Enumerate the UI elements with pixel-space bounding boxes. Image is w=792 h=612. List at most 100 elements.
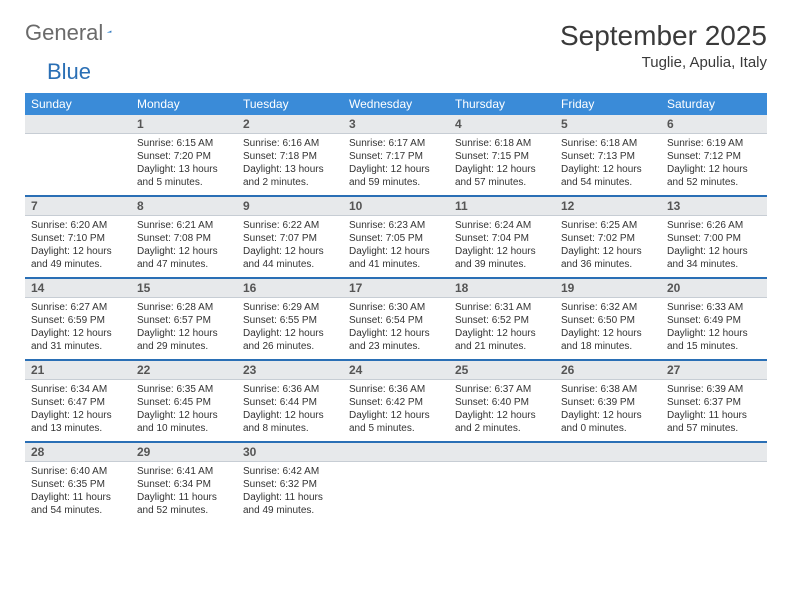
sunset-text: Sunset: 7:05 PM — [349, 232, 443, 245]
daylight-text: Daylight: 11 hours and 49 minutes. — [243, 491, 337, 517]
sunrise-text: Sunrise: 6:42 AM — [243, 465, 337, 478]
day-details: Sunrise: 6:15 AMSunset: 7:20 PMDaylight:… — [131, 134, 237, 195]
day-cell: 17Sunrise: 6:30 AMSunset: 6:54 PMDayligh… — [343, 278, 449, 360]
day-details: Sunrise: 6:39 AMSunset: 6:37 PMDaylight:… — [661, 380, 767, 441]
logo: General — [25, 20, 133, 46]
day-details: Sunrise: 6:18 AMSunset: 7:15 PMDaylight:… — [449, 134, 555, 195]
week-row: 14Sunrise: 6:27 AMSunset: 6:59 PMDayligh… — [25, 278, 767, 360]
day-details: Sunrise: 6:29 AMSunset: 6:55 PMDaylight:… — [237, 298, 343, 359]
day-cell: 26Sunrise: 6:38 AMSunset: 6:39 PMDayligh… — [555, 360, 661, 442]
day-details: Sunrise: 6:23 AMSunset: 7:05 PMDaylight:… — [343, 216, 449, 277]
day-details: Sunrise: 6:21 AMSunset: 7:08 PMDaylight:… — [131, 216, 237, 277]
sunset-text: Sunset: 6:57 PM — [137, 314, 231, 327]
day-cell: 4Sunrise: 6:18 AMSunset: 7:15 PMDaylight… — [449, 115, 555, 196]
day-details: Sunrise: 6:22 AMSunset: 7:07 PMDaylight:… — [237, 216, 343, 277]
day-details: Sunrise: 6:28 AMSunset: 6:57 PMDaylight:… — [131, 298, 237, 359]
day-details: Sunrise: 6:27 AMSunset: 6:59 PMDaylight:… — [25, 298, 131, 359]
day-number: 3 — [343, 115, 449, 134]
day-cell: 16Sunrise: 6:29 AMSunset: 6:55 PMDayligh… — [237, 278, 343, 360]
sunset-text: Sunset: 7:04 PM — [455, 232, 549, 245]
sunset-text: Sunset: 6:39 PM — [561, 396, 655, 409]
day-details: Sunrise: 6:26 AMSunset: 7:00 PMDaylight:… — [661, 216, 767, 277]
sunset-text: Sunset: 6:49 PM — [667, 314, 761, 327]
daylight-text: Daylight: 13 hours and 5 minutes. — [137, 163, 231, 189]
day-number: 28 — [25, 443, 131, 462]
sunset-text: Sunset: 6:35 PM — [31, 478, 125, 491]
daylight-text: Daylight: 11 hours and 57 minutes. — [667, 409, 761, 435]
sunset-text: Sunset: 6:55 PM — [243, 314, 337, 327]
day-details: Sunrise: 6:41 AMSunset: 6:34 PMDaylight:… — [131, 462, 237, 523]
sunrise-text: Sunrise: 6:27 AM — [31, 301, 125, 314]
day-details: Sunrise: 6:18 AMSunset: 7:13 PMDaylight:… — [555, 134, 661, 195]
day-cell: 2Sunrise: 6:16 AMSunset: 7:18 PMDaylight… — [237, 115, 343, 196]
day-number: 18 — [449, 279, 555, 298]
day-details: Sunrise: 6:20 AMSunset: 7:10 PMDaylight:… — [25, 216, 131, 277]
sunset-text: Sunset: 7:12 PM — [667, 150, 761, 163]
week-row: 1Sunrise: 6:15 AMSunset: 7:20 PMDaylight… — [25, 115, 767, 196]
weekday-header: Wednesday — [343, 93, 449, 115]
week-row: 7Sunrise: 6:20 AMSunset: 7:10 PMDaylight… — [25, 196, 767, 278]
day-details: Sunrise: 6:34 AMSunset: 6:47 PMDaylight:… — [25, 380, 131, 441]
day-number: 27 — [661, 361, 767, 380]
sunrise-text: Sunrise: 6:40 AM — [31, 465, 125, 478]
weekday-header: Saturday — [661, 93, 767, 115]
daylight-text: Daylight: 12 hours and 13 minutes. — [31, 409, 125, 435]
weekday-header: Sunday — [25, 93, 131, 115]
sunrise-text: Sunrise: 6:21 AM — [137, 219, 231, 232]
day-number: 7 — [25, 197, 131, 216]
sunrise-text: Sunrise: 6:41 AM — [137, 465, 231, 478]
day-number: 11 — [449, 197, 555, 216]
daylight-text: Daylight: 12 hours and 36 minutes. — [561, 245, 655, 271]
sunrise-text: Sunrise: 6:36 AM — [349, 383, 443, 396]
sunrise-text: Sunrise: 6:36 AM — [243, 383, 337, 396]
day-number: 15 — [131, 279, 237, 298]
daylight-text: Daylight: 12 hours and 18 minutes. — [561, 327, 655, 353]
sunset-text: Sunset: 6:34 PM — [137, 478, 231, 491]
weekday-header: Thursday — [449, 93, 555, 115]
day-cell: 23Sunrise: 6:36 AMSunset: 6:44 PMDayligh… — [237, 360, 343, 442]
sunrise-text: Sunrise: 6:17 AM — [349, 137, 443, 150]
calendar-table: Sunday Monday Tuesday Wednesday Thursday… — [25, 93, 767, 523]
daylight-text: Daylight: 12 hours and 34 minutes. — [667, 245, 761, 271]
daylight-text: Daylight: 12 hours and 21 minutes. — [455, 327, 549, 353]
day-cell: 6Sunrise: 6:19 AMSunset: 7:12 PMDaylight… — [661, 115, 767, 196]
logo-triangle-icon — [107, 22, 111, 40]
sunset-text: Sunset: 7:13 PM — [561, 150, 655, 163]
weekday-header: Monday — [131, 93, 237, 115]
sunset-text: Sunset: 6:47 PM — [31, 396, 125, 409]
day-cell: 10Sunrise: 6:23 AMSunset: 7:05 PMDayligh… — [343, 196, 449, 278]
sunset-text: Sunset: 6:40 PM — [455, 396, 549, 409]
day-details: Sunrise: 6:36 AMSunset: 6:44 PMDaylight:… — [237, 380, 343, 441]
week-row: 21Sunrise: 6:34 AMSunset: 6:47 PMDayligh… — [25, 360, 767, 442]
day-cell: 9Sunrise: 6:22 AMSunset: 7:07 PMDaylight… — [237, 196, 343, 278]
day-number: 13 — [661, 197, 767, 216]
sunset-text: Sunset: 7:10 PM — [31, 232, 125, 245]
day-number: 23 — [237, 361, 343, 380]
day-details: Sunrise: 6:19 AMSunset: 7:12 PMDaylight:… — [661, 134, 767, 195]
daylight-text: Daylight: 12 hours and 59 minutes. — [349, 163, 443, 189]
daylight-text: Daylight: 12 hours and 0 minutes. — [561, 409, 655, 435]
day-number: 16 — [237, 279, 343, 298]
sunrise-text: Sunrise: 6:33 AM — [667, 301, 761, 314]
sunrise-text: Sunrise: 6:37 AM — [455, 383, 549, 396]
day-cell: 19Sunrise: 6:32 AMSunset: 6:50 PMDayligh… — [555, 278, 661, 360]
week-row: 28 Sunrise: 6:40 AMSunset: 6:35 PM Dayligh… — [25, 442, 767, 523]
day-details: Sunrise: 6:38 AMSunset: 6:39 PMDaylight:… — [555, 380, 661, 441]
daylight-text: Daylight: 12 hours and 23 minutes. — [349, 327, 443, 353]
day-cell: 1Sunrise: 6:15 AMSunset: 7:20 PMDaylight… — [131, 115, 237, 196]
sunrise-text: Sunrise: 6:16 AM — [243, 137, 337, 150]
daylight-text: Daylight: 13 hours and 2 minutes. — [243, 163, 337, 189]
day-cell — [343, 442, 449, 523]
day-number: 22 — [131, 361, 237, 380]
sunset-text: Sunset: 7:15 PM — [455, 150, 549, 163]
weekday-header: Tuesday — [237, 93, 343, 115]
day-details: Sunrise: 6:24 AMSunset: 7:04 PMDaylight:… — [449, 216, 555, 277]
weekday-header-row: Sunday Monday Tuesday Wednesday Thursday… — [25, 93, 767, 115]
day-number: 1 — [131, 115, 237, 134]
day-cell: 5Sunrise: 6:18 AMSunset: 7:13 PMDaylight… — [555, 115, 661, 196]
sunset-text: Sunset: 7:00 PM — [667, 232, 761, 245]
sunset-text: Sunset: 6:50 PM — [561, 314, 655, 327]
daylight-text: Daylight: 12 hours and 10 minutes. — [137, 409, 231, 435]
daylight-text: Daylight: 12 hours and 44 minutes. — [243, 245, 337, 271]
daylight-text: Daylight: 12 hours and 49 minutes. — [31, 245, 125, 271]
